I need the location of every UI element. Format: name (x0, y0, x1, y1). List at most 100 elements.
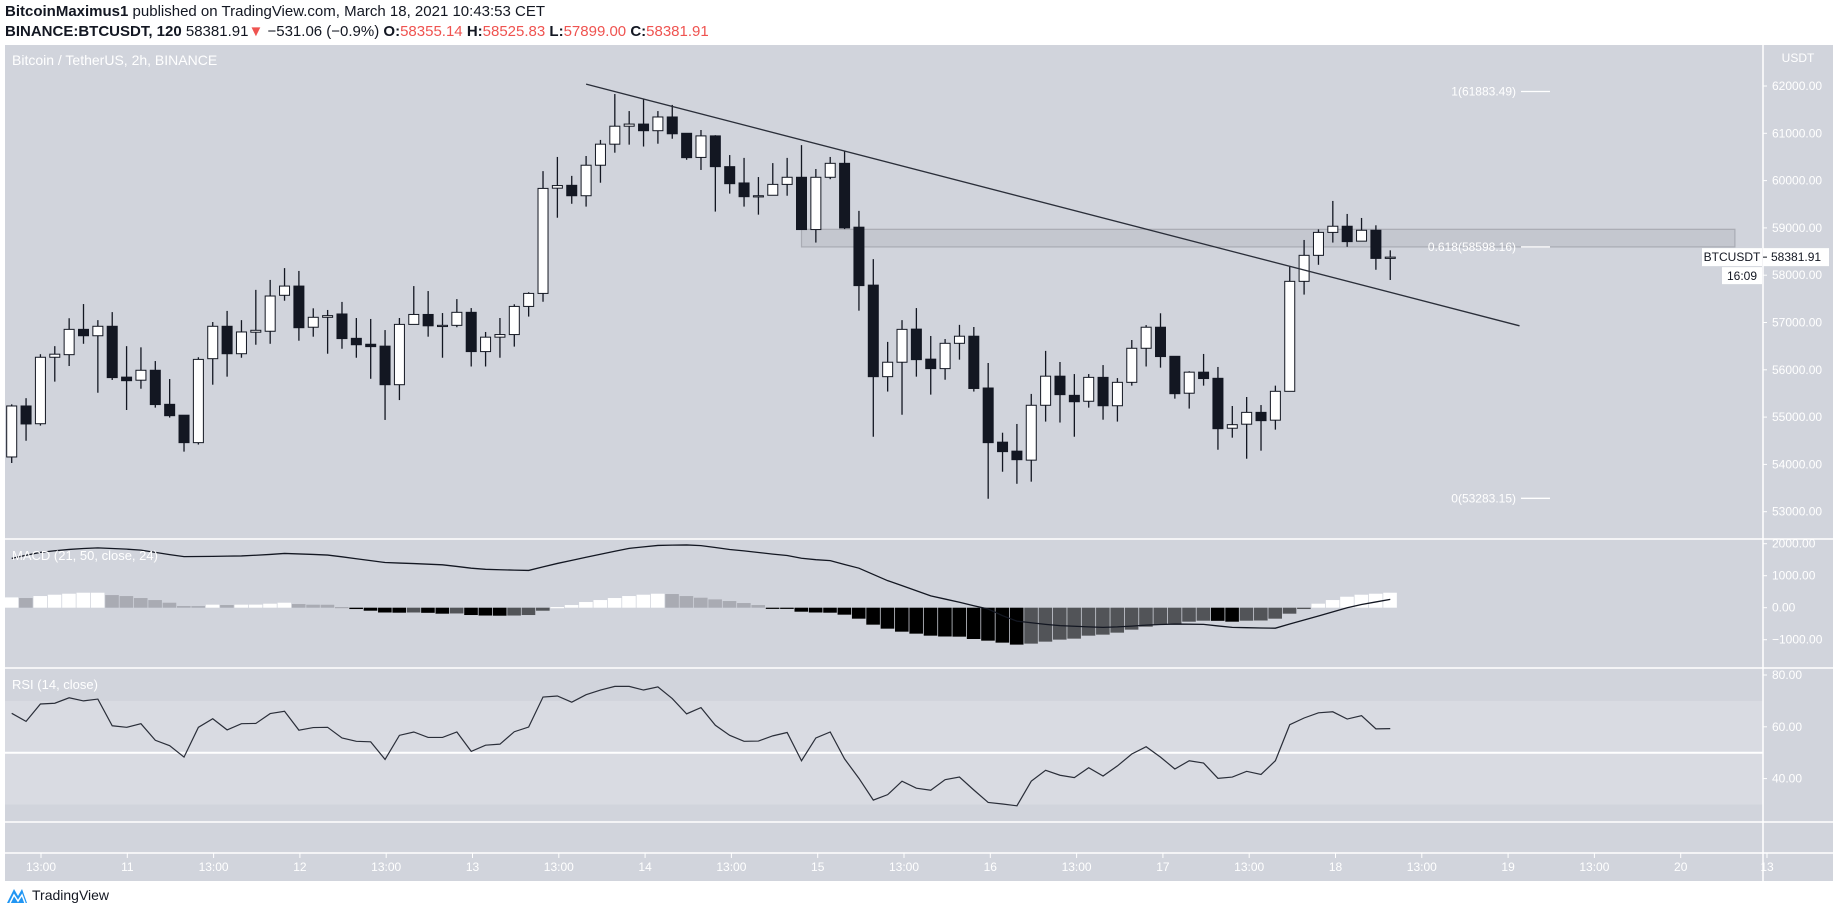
macd-histogram-bar (837, 607, 852, 615)
candle-down (1011, 450, 1023, 461)
candle-down (1054, 375, 1066, 396)
axes[interactable]: 62000.00 61000.00 60000.00 59000.00 58000.00… (26, 79, 1829, 874)
macd-histogram-bar (751, 605, 766, 608)
candle-down (379, 345, 391, 386)
macd-histogram-bar (895, 607, 909, 632)
macd-histogram-bar (1239, 607, 1254, 621)
candle-up (63, 328, 75, 356)
price-tick-label: 59000.00 (1772, 221, 1822, 235)
drawings[interactable]: 1(61883.49) 0.618(58598.16) 0(53283.15) (585, 83, 1550, 505)
candle-down (293, 285, 305, 329)
macd-histogram-bar (435, 607, 450, 614)
candle-up (135, 369, 147, 381)
macd-histogram-bar (952, 607, 967, 637)
candle-down (350, 337, 362, 346)
candle-up (279, 285, 291, 296)
candle-up (6, 405, 18, 458)
candle-down (724, 166, 736, 185)
candle-down (796, 176, 807, 231)
candle-up (250, 329, 262, 333)
high-value: 58525.83 (482, 23, 546, 40)
macd-histogram-bar (1167, 607, 1182, 624)
candle-up (451, 311, 463, 326)
price-tick-label: 56000.00 (1772, 363, 1822, 377)
time-tick-label: 13 (1760, 860, 1774, 874)
macd-histogram-bar (1311, 603, 1326, 608)
macd-histogram-bar (521, 607, 536, 616)
macd-histogram-bar (866, 607, 880, 625)
macd-histogram-bar (622, 596, 636, 608)
candle-up (609, 125, 621, 145)
macd-histogram-bar (1139, 607, 1153, 627)
macd-histogram-bar (47, 594, 62, 608)
price-tick-label: 57000.00 (1772, 316, 1822, 330)
symbol-label-box (1702, 248, 1762, 267)
tradingview-logo-icon (7, 889, 27, 904)
candle-down (1155, 326, 1166, 358)
price-tick-label: 62000.00 (1772, 79, 1822, 93)
macd-histogram-bar (1009, 607, 1024, 645)
candle-up (1384, 256, 1396, 259)
macd-histogram-bar (737, 603, 751, 608)
candle-up (1312, 231, 1324, 256)
price-tick-label: 53000.00 (1772, 505, 1822, 519)
macd-histogram-bar (148, 600, 162, 608)
time-tick-label: 13 (466, 860, 480, 874)
macd-histogram-bar (1024, 607, 1038, 644)
macd-histogram-bar (349, 607, 363, 610)
fib-level-label: 0.618(58598.16) (1428, 240, 1516, 254)
low-value: 57899.00 (563, 23, 627, 40)
macd-histogram-bar (392, 607, 407, 613)
author-name[interactable]: BitcoinMaximus1 (5, 3, 129, 20)
candle-up (437, 324, 448, 328)
macd-histogram-bar (536, 607, 550, 611)
time-tick-label: 11 (121, 860, 134, 874)
candle-up (882, 361, 894, 378)
macd-histogram-bar (1124, 607, 1139, 630)
macd-histogram-bar (1182, 607, 1196, 622)
macd-histogram-bar (320, 604, 335, 608)
candle-up (1226, 424, 1238, 429)
time-tick-label: 13:00 (1234, 860, 1264, 874)
macd-histogram-bar (248, 604, 263, 608)
macd-histogram-bar (765, 607, 780, 609)
macd-histogram-bar (1153, 607, 1168, 625)
macd-tick-label: 1000.00 (1772, 569, 1816, 583)
rsi-title: RSI (14, close) (12, 677, 98, 692)
candle-down (1341, 225, 1353, 243)
macd-histogram-bar (162, 602, 177, 608)
macd-histogram-bar (291, 604, 306, 608)
macd-histogram-bar (550, 607, 564, 609)
candle-down (78, 328, 89, 337)
candle-up (49, 353, 61, 358)
candle-up (408, 313, 420, 325)
candle-up (1327, 225, 1339, 233)
price-unit: USDT (1782, 51, 1815, 65)
candle-up (953, 335, 965, 344)
macd-histogram-bar (966, 607, 981, 639)
candle-down (1097, 376, 1109, 407)
macd-histogram-bar (679, 596, 694, 608)
candle-up (523, 292, 535, 307)
chart-title: Bitcoin / TetherUS, 2h, BINANCE (12, 52, 217, 68)
candle-up (192, 358, 204, 444)
macd-pane (4, 544, 1397, 645)
bar-countdown: 16:09 (1727, 269, 1757, 283)
macd-histogram-bar (507, 607, 521, 616)
time-tick-label: 14 (638, 860, 652, 874)
brand-name[interactable]: TradingView (32, 887, 110, 903)
candle-up (235, 331, 247, 355)
macd-histogram-bar (234, 604, 249, 608)
candle-down (1212, 377, 1224, 430)
time-tick-label: 13:00 (1579, 860, 1609, 874)
macd-histogram-bar (1096, 607, 1110, 635)
macd-histogram-bar (19, 598, 33, 608)
macd-histogram-bar (90, 592, 105, 608)
rsi-tick-label: 80.00 (1772, 668, 1802, 682)
candle-down (121, 376, 133, 382)
candle-up (896, 328, 908, 363)
candle-down (925, 358, 937, 370)
candle-up (1126, 347, 1138, 383)
candle-up (767, 183, 779, 196)
